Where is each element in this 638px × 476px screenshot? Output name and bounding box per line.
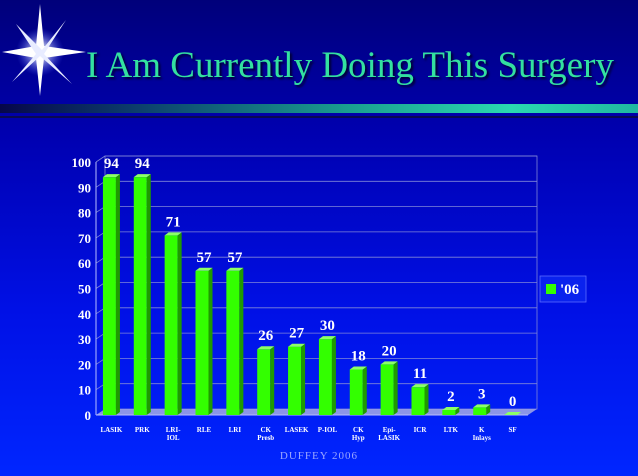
data-label: 3 — [478, 386, 486, 402]
bar — [102, 177, 116, 415]
bar-side — [455, 406, 460, 415]
x-tick-label: LTK — [444, 426, 459, 434]
bar — [473, 407, 487, 415]
star-logo-icon — [2, 4, 86, 96]
bar — [380, 364, 394, 415]
bar-top — [349, 366, 367, 370]
x-tick-label: Hyp — [352, 434, 365, 442]
bar-top — [442, 406, 460, 410]
x-tick-label: P-IOL — [318, 426, 338, 434]
x-tick-label: LRI- — [166, 426, 181, 434]
gridline-depth — [95, 155, 106, 163]
bar-side — [486, 404, 491, 415]
bar — [257, 349, 271, 415]
bars — [102, 174, 522, 416]
bar — [442, 409, 456, 415]
legend: '06 — [539, 275, 587, 303]
y-tick-label: 10 — [78, 383, 91, 398]
bar-top — [195, 267, 213, 271]
data-label: 18 — [351, 348, 366, 364]
y-tick-label: 40 — [78, 307, 91, 322]
bar-side — [393, 361, 398, 415]
title-underline-bar — [0, 104, 638, 113]
x-tick-label: Presb — [257, 434, 274, 442]
x-tick-label: LASEK — [285, 426, 309, 434]
bar-side — [239, 267, 244, 415]
bar — [288, 346, 302, 415]
bar-side — [301, 343, 306, 415]
data-label: 27 — [289, 326, 305, 342]
legend-label: '06 — [560, 282, 580, 298]
bar-side — [208, 267, 213, 415]
plot-floor — [96, 409, 537, 415]
data-label: 26 — [258, 328, 274, 344]
bar-side — [362, 366, 367, 415]
bar-top — [164, 232, 182, 236]
bar-side — [146, 174, 151, 415]
x-tick-label: Epi- — [383, 426, 397, 434]
bar — [349, 369, 363, 415]
bar — [318, 339, 332, 415]
data-label: 57 — [227, 250, 243, 266]
x-tick-label: LASIK — [101, 426, 123, 434]
x-tick-label: RLE — [197, 426, 212, 434]
data-label: 94 — [104, 156, 120, 172]
footer-credit: DUFFEY 2006 — [279, 450, 359, 462]
x-tick-label: SF — [508, 426, 516, 434]
y-tick-label: 90 — [78, 180, 91, 195]
bar-top — [411, 384, 429, 388]
bar-top — [504, 412, 522, 415]
bar-top — [257, 346, 275, 350]
bar-side — [270, 346, 275, 415]
y-tick-label: 0 — [85, 408, 92, 423]
data-label: 94 — [135, 156, 151, 172]
title-underline-thin — [0, 116, 638, 118]
bar — [226, 270, 240, 415]
data-label: 0 — [509, 394, 517, 410]
bar-side — [424, 384, 429, 415]
bar-top — [318, 336, 336, 340]
data-label: 20 — [382, 343, 397, 359]
bar — [195, 270, 209, 415]
x-tick-label: CK — [353, 426, 364, 434]
bar-top — [288, 343, 306, 347]
x-tick-label: PRK — [135, 426, 150, 434]
bar — [133, 177, 147, 415]
y-tick-label: 100 — [72, 155, 92, 170]
bar — [164, 235, 178, 415]
y-tick-label: 20 — [78, 357, 91, 372]
bar-top — [380, 361, 398, 365]
x-tick-label: LRI — [229, 426, 242, 434]
data-label: 71 — [166, 214, 181, 230]
x-tick-label: Inlays — [473, 434, 492, 442]
y-tick-label: 50 — [78, 282, 91, 297]
data-label: 11 — [413, 366, 427, 382]
y-tick-label: 70 — [78, 231, 91, 246]
bar-side — [177, 232, 182, 415]
x-tick-label: CK — [260, 426, 271, 434]
y-tick-label: 60 — [78, 256, 91, 271]
y-tick-label: 30 — [78, 332, 91, 347]
x-tick-label: K — [479, 426, 485, 434]
bar-side — [331, 336, 336, 415]
bar-top — [226, 267, 244, 271]
bar-top — [133, 174, 151, 178]
y-tick-label: 80 — [78, 206, 91, 221]
x-tick-label: ICR — [414, 426, 428, 434]
bar-side — [115, 174, 120, 415]
data-label: 57 — [197, 250, 213, 266]
data-label: 30 — [320, 318, 335, 334]
x-tick-label: IOL — [167, 434, 180, 442]
bar — [411, 387, 425, 415]
gridlines — [95, 155, 538, 415]
bar-top — [473, 404, 491, 408]
bar-top — [102, 174, 120, 178]
labels: 94LASIK94PRK71LRI-IOL57RLE57LRI26CKPresb… — [101, 156, 517, 442]
slide-title: I Am Currently Doing This Surgery — [86, 45, 614, 86]
data-label: 2 — [447, 389, 455, 405]
legend-swatch — [546, 284, 556, 294]
x-tick-label: LASIK — [378, 434, 400, 442]
